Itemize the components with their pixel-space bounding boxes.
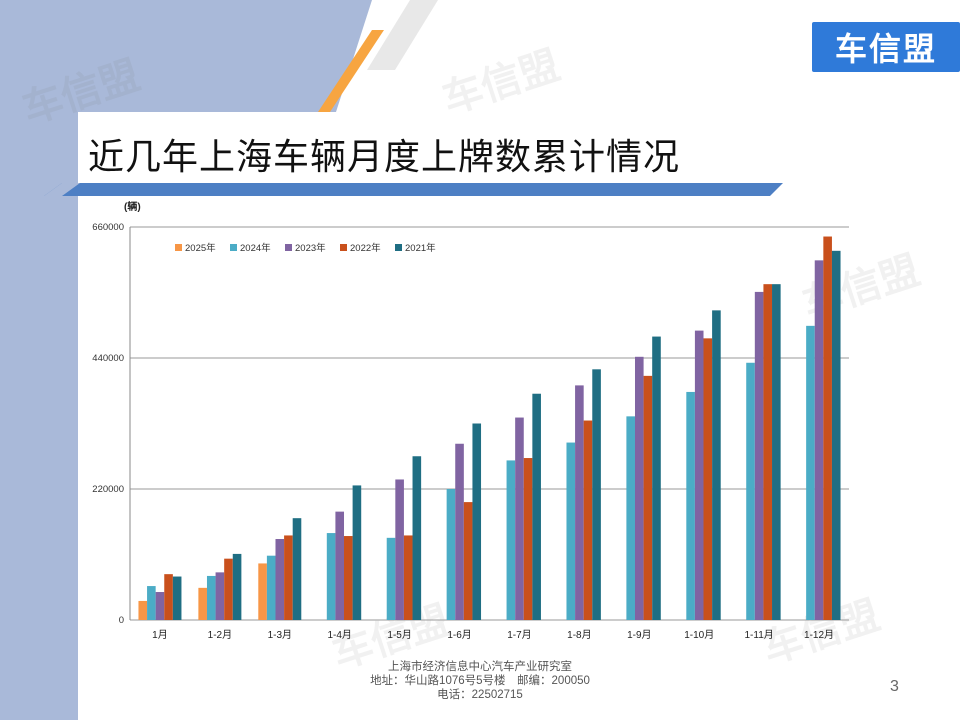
bar — [523, 458, 533, 620]
bar — [634, 356, 644, 620]
x-tick-label: 1-10月 — [684, 629, 714, 641]
bar — [583, 420, 593, 620]
chart-svg: (辆)660000 440000 220000 0 1月 1-2月 1-3月 1-4月 1-5月… — [92, 200, 849, 641]
bar — [266, 555, 276, 620]
x-tick-label: 1-12月 — [804, 629, 834, 641]
legend-swatch — [175, 244, 182, 251]
bar — [147, 586, 156, 620]
page-title: 近几年上海车辆月度上牌数累计情况 — [88, 136, 681, 177]
header-decor — [0, 0, 960, 112]
bar — [626, 416, 635, 620]
x-tick-label: 1-6月 — [447, 629, 471, 641]
y-tick-label: 0 — [119, 615, 124, 626]
legend-swatch — [285, 244, 292, 251]
bar — [232, 553, 242, 620]
bar — [592, 369, 601, 620]
x-tick-label: 1-11月 — [744, 629, 773, 641]
bar — [395, 479, 404, 620]
y-tick-label: 660000 — [92, 222, 124, 233]
bar — [746, 362, 755, 620]
bar — [463, 502, 473, 620]
bar — [446, 489, 456, 620]
legend-swatch — [395, 244, 402, 251]
bar — [335, 511, 345, 620]
bar — [754, 291, 764, 620]
bar — [215, 572, 225, 620]
footer-org: 上海市经济信息中心汽车产业研究室 — [388, 661, 572, 673]
bar — [814, 260, 824, 620]
legend-swatch — [340, 244, 347, 251]
bar — [831, 250, 841, 620]
bar — [566, 442, 576, 620]
bar — [412, 456, 422, 620]
bar — [138, 600, 148, 620]
bar — [284, 535, 293, 620]
x-tick-label: 1-3月 — [268, 629, 292, 641]
bar — [326, 533, 336, 620]
bar-chart: (辆) 660000 440000 220000 0 1月 1-2月 1-3月 1-4月 1-5月… — [78, 195, 878, 655]
bar — [694, 330, 704, 620]
brand-logo: 车信盟 — [812, 22, 960, 72]
legend-label: 2022年 — [350, 242, 381, 254]
legend-label: 2023年 — [295, 242, 326, 254]
bar — [532, 393, 541, 620]
legend-label: 2025年 — [185, 242, 216, 254]
bar — [712, 310, 721, 620]
bar — [172, 576, 182, 620]
footer-info: 上海市经济信息中心汽车产业研究室 地址：华山路1076号5号楼 邮编：20005… — [340, 660, 620, 702]
bar — [703, 338, 713, 620]
bar — [686, 391, 695, 620]
bar — [455, 443, 464, 620]
bar — [772, 284, 781, 620]
x-tick-label: 1-8月 — [567, 629, 591, 641]
bar — [352, 485, 362, 620]
footer-address: 地址：华山路1076号5号楼 邮编：200050 — [370, 675, 590, 687]
bar — [206, 575, 216, 620]
bar — [823, 236, 832, 620]
legend-label: 2021年 — [405, 242, 436, 254]
bar — [386, 537, 396, 620]
bar — [763, 284, 773, 620]
x-tick-label: 1月 — [152, 629, 168, 641]
page-number: 3 — [890, 678, 899, 695]
bar — [515, 417, 524, 620]
x-tick-label: 1-7月 — [507, 629, 531, 641]
y-tick-label: 440000 — [92, 353, 124, 364]
y-unit-label: (辆) — [124, 200, 141, 213]
bar — [506, 460, 516, 620]
bar — [472, 423, 482, 620]
bar — [155, 592, 165, 620]
bar — [806, 325, 815, 620]
bar — [275, 539, 285, 620]
x-tick-label: 1-4月 — [327, 629, 351, 641]
bar — [292, 518, 302, 620]
bar — [224, 558, 233, 620]
bar — [344, 536, 353, 620]
bar — [258, 563, 267, 620]
bar — [198, 587, 207, 620]
legend-swatch — [230, 244, 237, 251]
legend-label: 2024年 — [240, 242, 271, 254]
y-tick-label: 220000 — [92, 484, 124, 495]
footer-phone: 电话：22502715 — [437, 689, 523, 701]
bar — [643, 375, 653, 620]
x-tick-label: 1-9月 — [627, 629, 651, 641]
bar — [403, 535, 413, 620]
bar — [652, 336, 661, 620]
bar — [164, 574, 173, 620]
bar — [575, 385, 584, 620]
title-underline-decor — [44, 183, 783, 196]
x-tick-label: 1-5月 — [387, 629, 411, 641]
left-decor-band — [0, 0, 78, 720]
x-tick-label: 1-2月 — [208, 629, 232, 641]
